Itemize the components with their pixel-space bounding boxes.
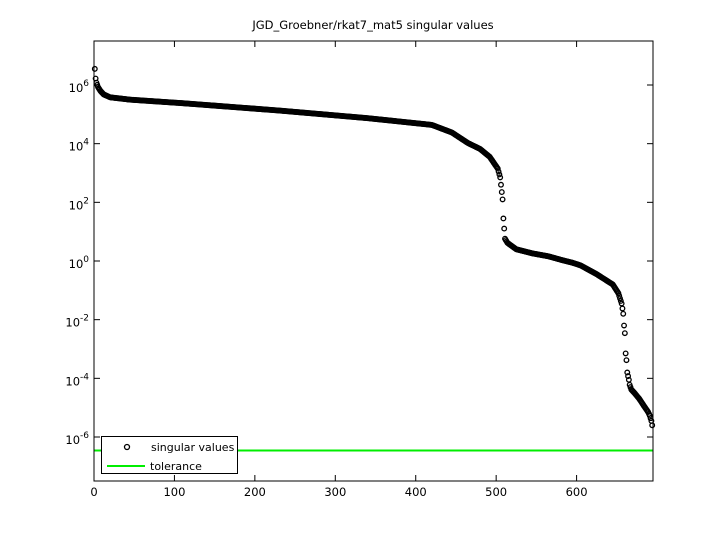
x-tick-label: 0 [90,485,97,499]
x-tick-label: 300 [324,485,346,499]
x-tick-label: 100 [163,485,185,499]
singular-value-marker [501,225,508,232]
chart-title: JGD_Groebner/rkat7_mat5 singular values [251,18,493,32]
singular-value-marker [91,65,98,72]
singular-value-marker [620,310,627,317]
singular-value-marker [622,350,629,357]
y-tick-label: 10-6 [65,431,89,447]
singular-value-marker [624,369,631,376]
singular-values-series [91,65,656,429]
y-tick-label: 10-4 [65,372,89,388]
tick-label-layer: 0 100 200 300 400 500 600 106 104 102 100 10-2 10-4 1… [65,79,587,499]
singular-value-marker [616,292,623,299]
y-tick-label: 10-2 [65,314,89,330]
singular-value-marker [498,189,505,196]
legend-singular-values-marker-icon [123,443,131,451]
singular-value-marker [619,305,626,312]
singular-value-marker [495,168,502,175]
singular-value-marker [500,215,507,222]
singular-value-marker [498,181,504,188]
singular-value-marker [494,165,501,172]
singular-value-marker [623,357,630,364]
singular-value-marker [499,196,506,203]
axes-layer [93,40,654,482]
y-tick-label: 106 [69,79,90,95]
legend-singular-values-label: singular values [151,441,235,454]
singular-value-marker [621,330,628,337]
y-tick-label: 104 [69,138,90,154]
legend-box: singular values tolerance [101,436,238,474]
singular-value-marker [617,298,624,304]
singular-value-marker [617,295,623,302]
x-tick-label: 200 [244,485,266,499]
singular-value-marker [646,412,653,419]
singular-value-marker [625,373,632,380]
singular-value-marker [497,174,504,181]
singular-value-marker [621,322,627,329]
singular-value-marker [649,422,656,429]
legend-frame [101,436,238,474]
x-tick-label: 500 [485,485,507,499]
y-tick-label: 102 [69,196,89,212]
singular-value-marker [615,290,622,297]
y-tick-label: 100 [69,255,90,271]
legend-tolerance-label: tolerance [150,460,202,473]
singular-value-marker [496,171,503,178]
x-tick-label: 400 [405,485,427,499]
x-tick-label: 600 [566,485,588,499]
